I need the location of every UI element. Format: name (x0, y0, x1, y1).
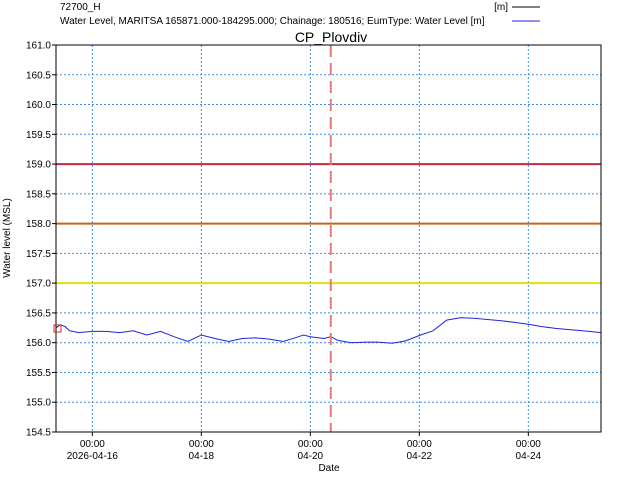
plot-frame (55, 44, 602, 433)
y-tick-label: 159.0 (26, 160, 51, 171)
series-start-marker (53, 324, 62, 333)
x-tick-label: 04-22 (407, 451, 433, 462)
x-tick-time: 00:00 (516, 439, 541, 450)
x-tick-time: 00:00 (298, 439, 323, 450)
legend-header-item: 72700_H (60, 2, 101, 13)
x-tick-label: 04-20 (298, 451, 324, 462)
chart-title: CP_Plovdiv (295, 29, 367, 45)
y-tick-label: 160.0 (26, 100, 51, 111)
plot-area (56, 45, 601, 432)
y-tick-label: 160.5 (26, 70, 51, 81)
y-tick-label: 157.0 (26, 279, 51, 290)
x-tick-label: 04-24 (516, 451, 542, 462)
y-tick-label: 157.5 (26, 249, 51, 260)
x-tick-label: 04-18 (189, 451, 215, 462)
x-axis-label: Date (318, 463, 340, 474)
y-axis: 161.0 160.5 160.0 159.5 159.0 158.5 158.0 157.5… (26, 41, 56, 439)
x-tick-time: 00:00 (407, 439, 432, 450)
y-axis-label: Water level (MSL) (2, 198, 13, 278)
y-tick-label: 154.5 (26, 428, 51, 439)
y-tick-label: 158.0 (26, 219, 51, 230)
x-tick-time: 00:00 (189, 439, 214, 450)
y-tick-label: 156.0 (26, 338, 51, 349)
x-tick-label: 2026-04-16 (67, 451, 119, 462)
legend-header-unit: [m] (494, 2, 508, 13)
y-tick-label: 155.5 (26, 368, 51, 379)
y-tick-label: 155.0 (26, 398, 51, 409)
y-tick-label: 156.5 (26, 308, 51, 319)
series-line (55, 317, 602, 344)
threshold-layer (56, 163, 601, 285)
x-tick-time: 00:00 (80, 439, 105, 450)
y-tick-label: 161.0 (26, 41, 51, 52)
legend-series-label: Water Level, MARITSA 165871.000-184295.0… (60, 16, 485, 27)
y-tick-label: 159.5 (26, 130, 51, 141)
y-tick-label: 158.5 (26, 189, 51, 200)
x-axis: 00:002026-04-1600:0004-1800:0004-2000:00… (67, 432, 542, 462)
series-layer (55, 317, 602, 344)
